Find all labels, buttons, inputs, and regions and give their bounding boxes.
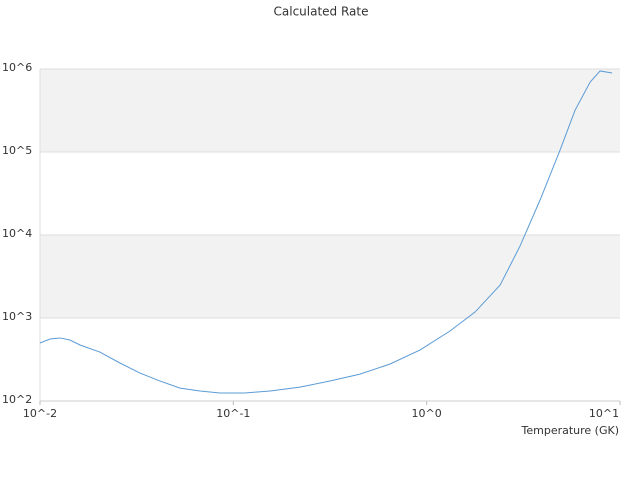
y-tick-label: 10^4 bbox=[2, 227, 32, 240]
x-tick-label: 10^1 bbox=[589, 407, 619, 420]
x-tick-label: 10^0 bbox=[412, 407, 442, 420]
grid-band bbox=[40, 235, 620, 318]
line-series bbox=[39, 70, 613, 394]
y-tick-label: 10^6 bbox=[2, 61, 32, 74]
grid-band bbox=[40, 69, 620, 152]
y-tick-label: 10^3 bbox=[2, 310, 32, 323]
y-tick-label: 10^2 bbox=[2, 393, 32, 406]
x-tick-label: 10^-1 bbox=[216, 407, 250, 420]
x-tick-label: 10^-2 bbox=[23, 407, 57, 420]
y-tick-label: 10^5 bbox=[2, 144, 32, 157]
chart-title: Calculated Rate bbox=[274, 5, 369, 19]
x-axis-label: Temperature (GK) bbox=[521, 424, 620, 437]
